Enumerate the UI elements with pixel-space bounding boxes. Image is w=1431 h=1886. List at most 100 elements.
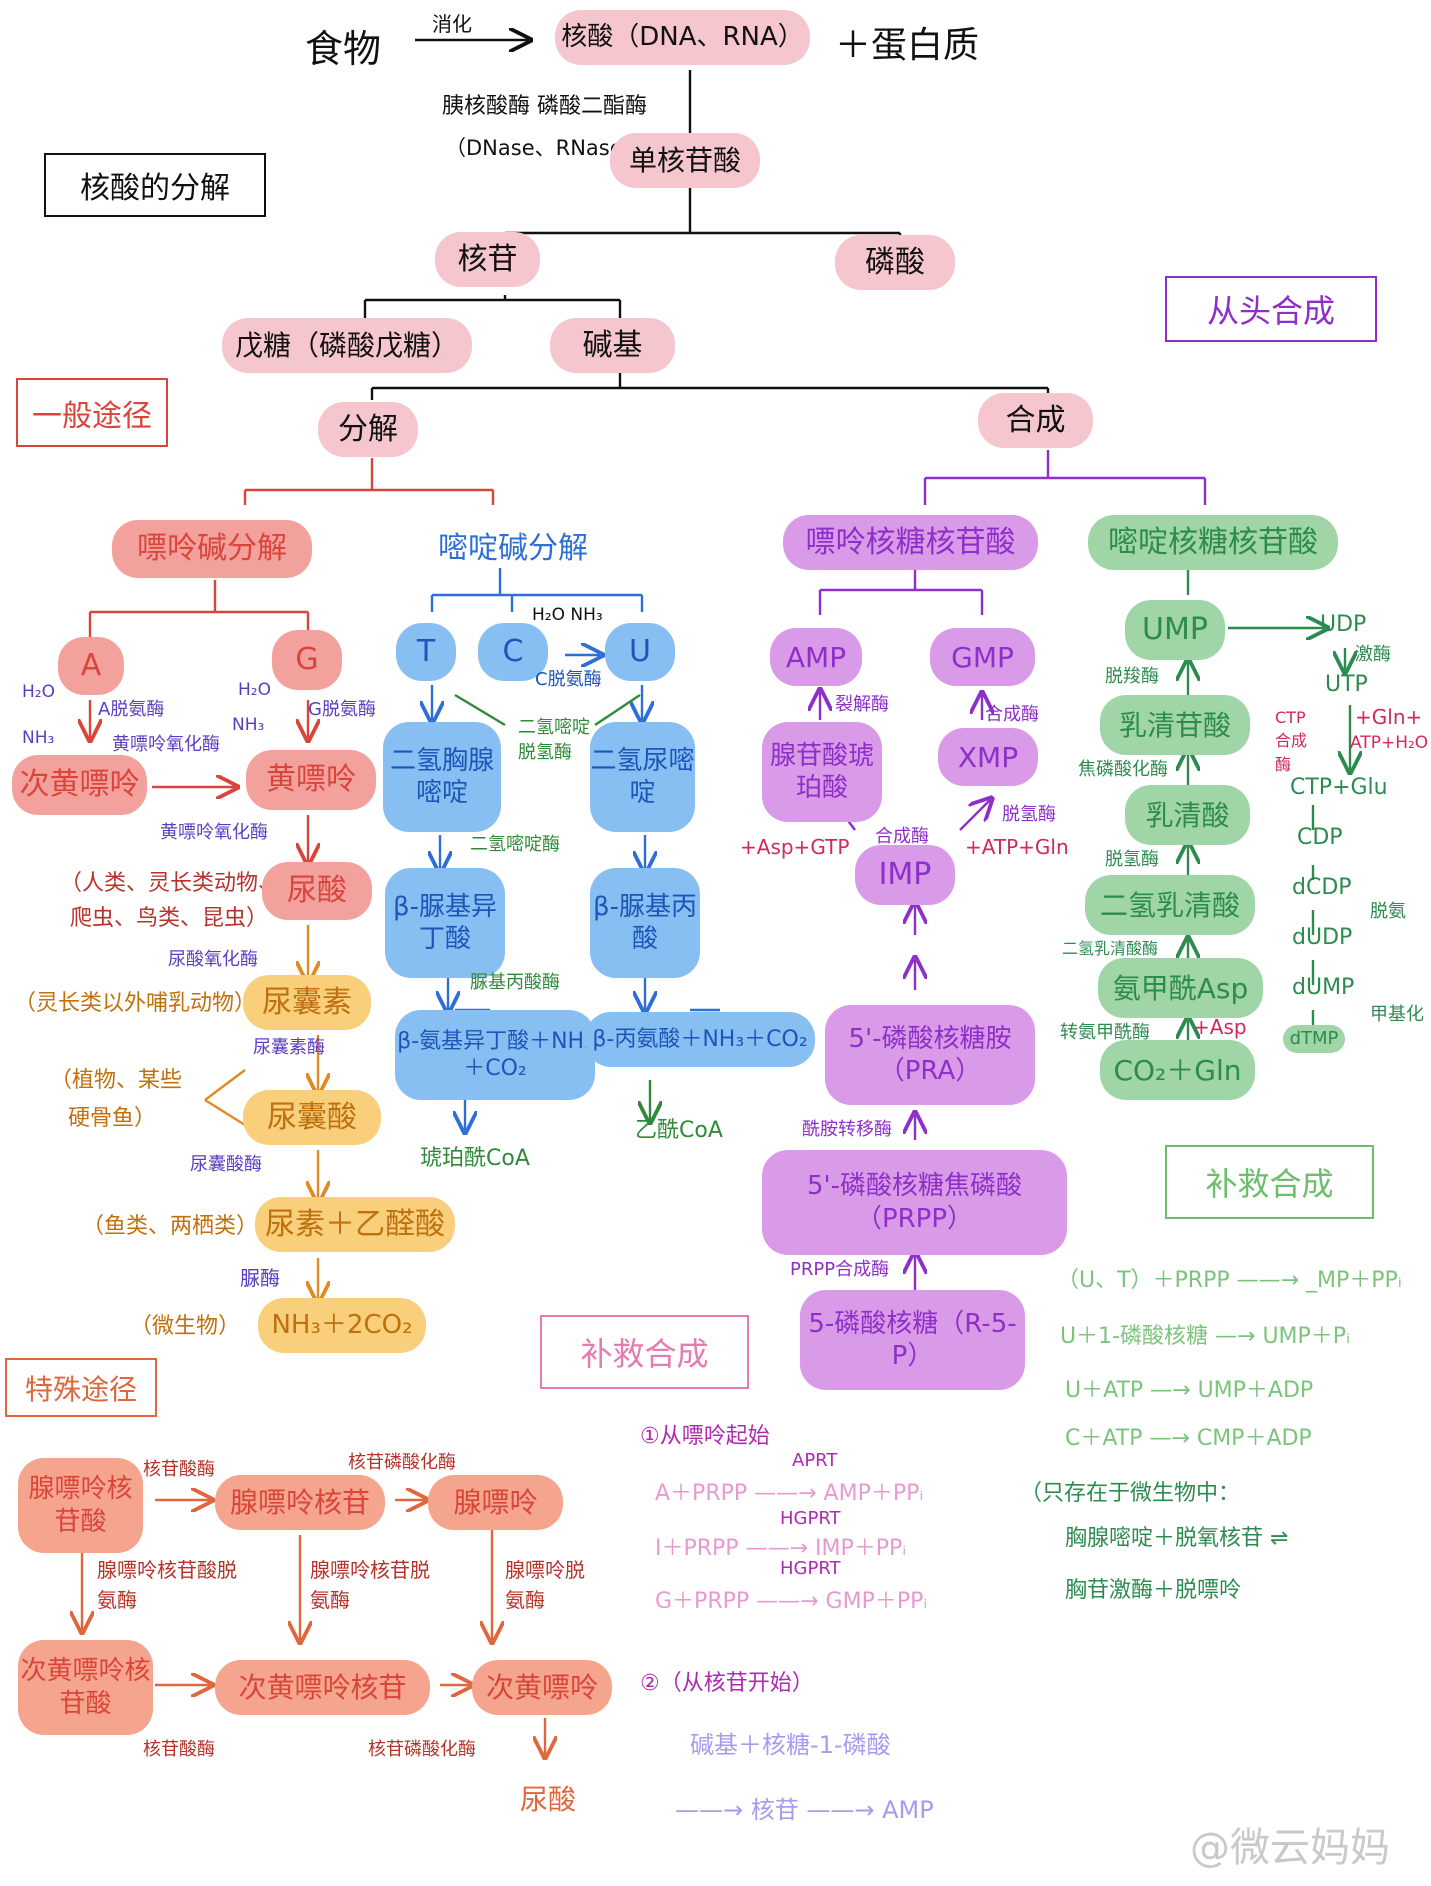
asp-gtp-label: +Asp+GTP bbox=[740, 835, 850, 859]
uric-acid-node: 尿酸 bbox=[262, 862, 372, 920]
ammonia-co2-node: NH₃＋2CO₂ bbox=[258, 1298, 426, 1353]
allantoicase-label: 尿囊酸酶 bbox=[190, 1154, 262, 1175]
salvage-right-note-2: 胸腺嘧啶＋脱氧核苷 ⇌ bbox=[1065, 1526, 1289, 1551]
allantoin-node: 尿囊素 bbox=[243, 975, 371, 1030]
salvage-mid-reaction-1: A＋PRPP ——→ AMP＋PPᵢ bbox=[655, 1481, 924, 1506]
salvage-from-nucleoside: ②（从核苷开始） bbox=[640, 1671, 814, 1696]
gmp-node: GMP bbox=[930, 628, 1035, 686]
adenylosuccinate-node: 腺苷酸琥珀酸 bbox=[762, 722, 882, 822]
urate-oxidase-label: 尿酸氧化酶 bbox=[168, 949, 258, 970]
r5p-node: 5-磷酸核糖（R-5-P） bbox=[800, 1290, 1025, 1390]
general-path-label: 一般途径 bbox=[16, 378, 168, 447]
ureido-isobutyrate-node: β-脲基异丁酸 bbox=[385, 868, 505, 978]
h2o-nh3-label: H₂O NH₃ bbox=[532, 605, 603, 625]
dcdp-label: dCDP bbox=[1292, 875, 1352, 900]
pyrimidine-degradation-title: 嘧啶碱分解 bbox=[438, 531, 588, 566]
uracil-node: U bbox=[605, 623, 675, 681]
gln-plus-label: +Gln+ bbox=[1355, 705, 1423, 729]
pentose-node: 戊糖（磷酸戊糖） bbox=[222, 318, 472, 373]
salvage-right-note: （只存在于微生物中： bbox=[1020, 1481, 1241, 1506]
purine-degradation-title: 嘌呤碱分解 bbox=[112, 520, 312, 578]
org-fish-label-2: 硬骨鱼） bbox=[68, 1106, 157, 1131]
dudp-label: dUDP bbox=[1292, 925, 1353, 950]
h2o-label-g: H₂O bbox=[238, 680, 271, 700]
dump-label: dUMP bbox=[1292, 975, 1355, 1000]
nucleic-acid-node: 核酸（DNA、RNA） bbox=[555, 10, 810, 65]
cdp-label: CDP bbox=[1297, 825, 1343, 850]
dihydroorotate-node: 二氢乳清酸 bbox=[1085, 875, 1255, 935]
org-fish-label: （植物、某些 bbox=[50, 1068, 183, 1093]
salvage-right-reaction-2: U＋1-磷酸核糖 —→ UMP＋Pᵢ bbox=[1060, 1324, 1351, 1349]
nucleotidase-label-1: 核苷酸酶 bbox=[143, 1459, 215, 1480]
hypoxanthine-special-node: 次黄嘌呤 bbox=[472, 1660, 612, 1715]
ctp-synthase-label: CTP合成酶 bbox=[1275, 708, 1308, 774]
co2-gln-node: CO₂＋Gln bbox=[1100, 1040, 1255, 1100]
salvage-base-ribose: 碱基＋核糖-1-磷酸 bbox=[690, 1731, 891, 1759]
ureido-propionate-node: β-脲基丙酸 bbox=[590, 868, 700, 978]
salvage-title-middle: 补救合成 bbox=[540, 1315, 749, 1389]
amp-special-node: 腺嘌呤核苷酸 bbox=[18, 1458, 143, 1553]
imp-node: IMP bbox=[855, 845, 955, 905]
xanthine-oxidase-label-2: 黄嘌呤氧化酶 bbox=[160, 822, 268, 843]
ada-label: 腺嘌呤核苷脱氨酶 bbox=[310, 1558, 430, 1612]
orotate-node: 乳清酸 bbox=[1125, 785, 1250, 845]
dhp-label: 二氢嘧啶酶 bbox=[470, 834, 560, 855]
dpd-label: 二氢嘧啶脱氢酶 bbox=[518, 717, 590, 764]
guanine-node: G bbox=[272, 630, 342, 690]
allantoic-acid-node: 尿囊酸 bbox=[243, 1090, 381, 1145]
amp-node: AMP bbox=[770, 628, 862, 686]
nucleotidase-label-2: 核苷酸酶 bbox=[143, 1739, 215, 1760]
impdh-label: 脱氢酶 bbox=[1002, 804, 1056, 825]
omp-node: 乳清苷酸 bbox=[1100, 695, 1250, 755]
salvage-title-right: 补救合成 bbox=[1165, 1145, 1374, 1219]
salvage-mid-reaction-2: I＋PRPP ——→ IMP＋PPᵢ bbox=[655, 1536, 907, 1561]
ump-node: UMP bbox=[1125, 600, 1225, 660]
atcase-label: 转氨甲酰酶 bbox=[1060, 1022, 1150, 1043]
org-mammals-label: （灵长类以外哺乳动物） bbox=[14, 991, 257, 1016]
xmp-node: XMP bbox=[938, 728, 1038, 786]
hgprt-label-1: HGPRT bbox=[780, 1508, 841, 1529]
salvage-from-purine: ①从嘌呤起始 bbox=[640, 1424, 770, 1449]
adss-label: 合成酶 bbox=[875, 826, 929, 847]
nucleoside-node: 核苷 bbox=[435, 232, 540, 287]
phosphorylase-label-2: 核苷磷酸化酶 bbox=[368, 1739, 476, 1760]
c-deaminase-label: C脱氨酶 bbox=[535, 669, 602, 690]
special-path-label: 特殊途径 bbox=[5, 1358, 157, 1417]
nh3-label-g: NH₃ bbox=[232, 715, 265, 735]
enzyme-label: 胰核酸酶 磷酸二酯酶 bbox=[442, 94, 647, 119]
plus-protein-label: ＋蛋白质 bbox=[835, 25, 980, 66]
atp-h2o-label: ATP+H₂O bbox=[1350, 733, 1429, 753]
synthesis-node: 合成 bbox=[978, 393, 1093, 448]
atp-gln-label: +ATP+Gln bbox=[965, 835, 1069, 859]
adenosine-node: 腺嘌呤核苷 bbox=[215, 1475, 385, 1530]
digest-label: 消化 bbox=[432, 12, 472, 36]
ureidase-label: 脲基丙酸酶 bbox=[470, 972, 560, 993]
de-novo-label: 从头合成 bbox=[1165, 276, 1377, 342]
utp-label: UTP bbox=[1325, 672, 1368, 697]
base-node: 碱基 bbox=[550, 318, 675, 373]
h2o-label-a: H₂O bbox=[22, 682, 55, 702]
a-deaminase-label: A脱氨酶 bbox=[98, 699, 165, 720]
carbamoyl-asp-node: 氨甲酰Asp bbox=[1098, 958, 1263, 1018]
deamination-label: 脱氨 bbox=[1370, 901, 1406, 922]
uric-acid-special-label: 尿酸 bbox=[520, 1783, 577, 1816]
prpp-node: 5'-磷酸核糖焦磷酸（PRPP） bbox=[762, 1150, 1067, 1255]
dhoase-label: 二氢乳清酸酶 bbox=[1062, 939, 1159, 958]
mononucleotide-node: 单核苷酸 bbox=[610, 133, 760, 188]
amino-isobutyrate-node: β-氨基异丁酸＋NH₃＋CO₂ bbox=[395, 1010, 595, 1100]
salvage-right-reaction-1: （U、T）＋PRPP ——→ _MP＋PPᵢ bbox=[1057, 1268, 1402, 1293]
adenine-node: A bbox=[58, 637, 124, 695]
allantoinase-label: 尿囊素酶 bbox=[253, 1037, 325, 1058]
org-primates-label: （人类、灵长类动物、 bbox=[60, 871, 281, 896]
plus-asp-label: +Asp bbox=[1193, 1015, 1247, 1039]
salvage-nucleoside-amp: ——→ 核苷 ——→ AMP bbox=[675, 1796, 934, 1824]
purine-ribonucleotide-title: 嘌呤核糖核苷酸 bbox=[783, 515, 1038, 570]
urease-label: 脲酶 bbox=[240, 1266, 280, 1290]
udp-label: UDP bbox=[1320, 612, 1367, 637]
salvage-mid-reaction-3: G＋PRPP ——→ GMP＋PPᵢ bbox=[655, 1589, 928, 1614]
g-deaminase-label: G脱氨酶 bbox=[308, 699, 376, 720]
pyrimidine-ribonucleotide-title: 嘧啶核糖核苷酸 bbox=[1088, 515, 1338, 570]
amidotransferase-label: 酰胺转移酶 bbox=[802, 1119, 892, 1140]
ctp-glu-label: CTP+Glu bbox=[1290, 775, 1388, 800]
hypoxanthine-node: 次黄嘌呤 bbox=[12, 755, 147, 815]
